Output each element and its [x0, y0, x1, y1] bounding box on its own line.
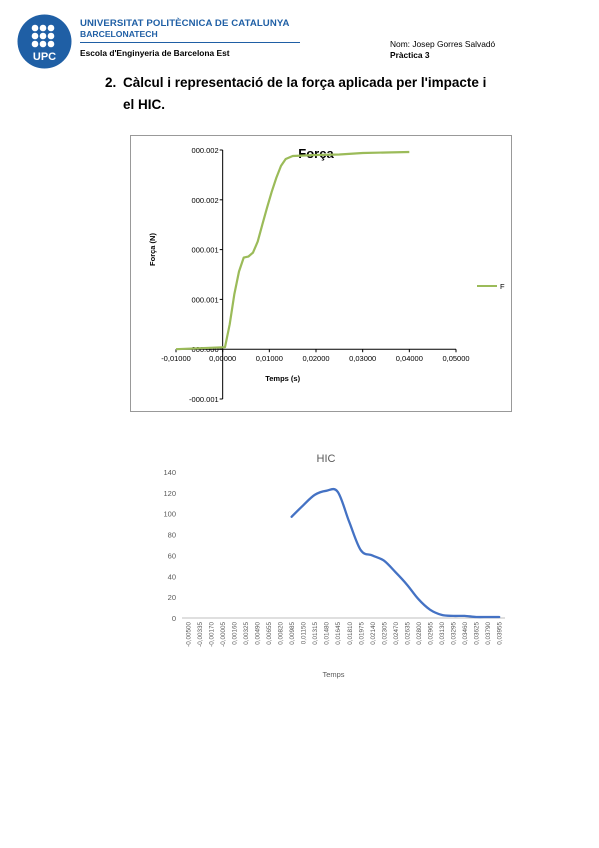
hic-series-line [290, 487, 501, 619]
x-tick-label: 0,00985 [289, 622, 296, 645]
y-tick-label: 0 [172, 614, 176, 623]
x-tick-label: -0,00500 [185, 622, 192, 647]
practice-label: Pràctica 3 [390, 50, 430, 60]
x-tick-label: 0,03000 [349, 354, 376, 363]
y-tick-label: 000.002 [192, 196, 219, 205]
school-name: Escola d'Enginyeria de Barcelona Est [80, 48, 230, 58]
x-tick-label: 0,01480 [324, 622, 331, 645]
author-name: Nom: Josep Gorres Salvadó [390, 39, 496, 49]
force-chart-svg: -000.001 000.000 000.001 000.001 000.002 000.… [148, 146, 505, 404]
y-tick-label: 000.000 [192, 345, 219, 354]
x-tick-label: 0,01000 [256, 354, 283, 363]
force-chart: -000.001 000.000 000.001 000.001 000.002 000.… [130, 135, 512, 412]
y-tick-label: 100 [163, 510, 176, 519]
y-tick-label: 120 [163, 489, 176, 498]
upc-logo: UPC [17, 14, 72, 69]
x-tick-label: 0,02000 [302, 354, 329, 363]
x-tick-label: 0,00325 [243, 622, 250, 645]
x-tick-label: 0,00000 [209, 354, 236, 363]
x-tick-label: 0,02470 [393, 622, 400, 645]
logo-text: UPC [33, 51, 56, 63]
x-tick-label: 0,02965 [428, 622, 435, 645]
x-tick-label: 0,00490 [254, 622, 261, 645]
y-tick-label: 20 [168, 593, 176, 602]
x-tick-label: 0,02140 [370, 622, 377, 645]
y-tick-label: 000.001 [192, 295, 219, 304]
x-tick-label: 0,03955 [497, 622, 504, 645]
x-tick-label: 0,01810 [347, 622, 354, 645]
x-tick-label: 0,03295 [451, 622, 458, 645]
y-tick-label: 60 [168, 551, 176, 560]
x-tick-label: 0,04000 [396, 354, 423, 363]
x-tick-label: 0,05000 [442, 354, 469, 363]
x-tick-label: 0,00655 [266, 622, 273, 645]
section-title-line2: el HIC. [123, 97, 166, 112]
header-divider [80, 42, 300, 43]
x-tick-label: -0,00170 [208, 622, 215, 647]
upc-logo-icon: UPC [17, 14, 72, 69]
x-tick-label: 0,00820 [278, 622, 285, 645]
x-tick-label: 0,03625 [474, 622, 481, 645]
x-axis-label: Temps [322, 670, 344, 679]
y-tick-label: 40 [168, 572, 176, 581]
hic-chart-svg: HIC 0 20 40 60 80 100 120 140 -0,00500 -0,00335 -0,… [163, 453, 505, 679]
x-tick-label: 0,03130 [439, 622, 446, 645]
legend-label: F [500, 282, 505, 291]
y-axis-label: Força (N) [148, 233, 157, 266]
x-axis-label: Temps (s) [265, 374, 300, 383]
hic-chart: HIC 0 20 40 60 80 100 120 140 -0,00500 -0,00335 -0,… [130, 440, 513, 692]
x-tick-label: -0,01000 [161, 354, 191, 363]
x-tick-label: 0,02800 [416, 622, 423, 645]
x-tick-label: 0,02635 [404, 622, 411, 645]
x-tick-label: 0,02305 [381, 622, 388, 645]
x-tick-label: 0,03460 [462, 622, 469, 645]
section-number: 2. [105, 75, 117, 90]
x-tick-label: 0,00160 [231, 622, 238, 645]
y-tick-label: 80 [168, 531, 176, 540]
x-tick-label: 0,01150 [301, 622, 308, 645]
x-tick-label: 0,03790 [485, 622, 492, 645]
section-heading: 2. Càlcul i representació de la força apl… [105, 72, 515, 116]
y-tick-label: 000.002 [192, 146, 219, 155]
y-tick-label: 140 [163, 468, 176, 477]
chart-title: HIC [317, 453, 336, 465]
university-name: UNIVERSITAT POLITÈCNICA DE CATALUNYA [80, 18, 290, 29]
section-title-line1: Càlcul i representació de la força aplic… [123, 75, 487, 90]
force-series-line [175, 150, 410, 351]
x-tick-label: -0,00335 [197, 622, 204, 647]
x-tick-label: -0,00005 [220, 622, 227, 647]
x-tick-label: 0,01975 [358, 622, 365, 645]
university-subname: BARCELONATECH [80, 29, 158, 39]
chart-title: Força [298, 146, 334, 161]
x-tick-label: 0,01645 [335, 622, 342, 645]
x-tick-label: 0,01315 [312, 622, 319, 645]
y-tick-label: -000.001 [189, 395, 219, 404]
y-tick-label: 000.001 [192, 246, 219, 255]
